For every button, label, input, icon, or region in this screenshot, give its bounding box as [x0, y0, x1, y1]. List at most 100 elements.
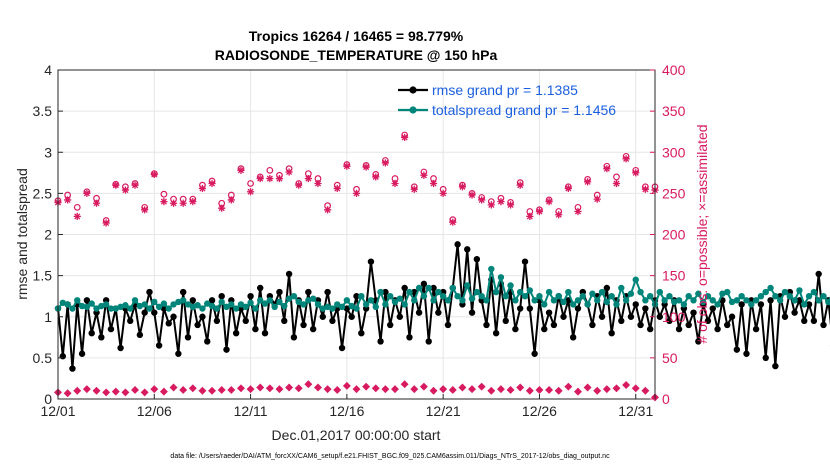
totalspread-point — [473, 288, 481, 296]
obs-assimilated-point — [179, 199, 187, 207]
rmse-point — [358, 330, 365, 337]
obs-assimilated-point — [420, 171, 428, 179]
rmse-point — [319, 313, 326, 320]
obs-assimilated-point — [574, 207, 582, 216]
totalspread-point — [733, 297, 741, 304]
totalspread-point — [661, 297, 668, 304]
obs-assimilated-point — [497, 198, 505, 206]
rmse-point — [516, 305, 524, 312]
totalspread-point — [752, 297, 760, 304]
x-tick-label: 12/06 — [137, 403, 172, 419]
legend-spread-label: totalspread grand pr = 1.1456 — [432, 102, 616, 118]
rmse-point — [151, 309, 158, 316]
totalspread-point — [179, 297, 187, 304]
obs-low-point — [419, 382, 428, 391]
totalspread-point — [415, 284, 423, 292]
obs-low-point — [285, 383, 294, 392]
rmse-point — [728, 313, 736, 320]
y-right-tick-label: 250 — [662, 185, 686, 201]
totalspread-point — [584, 301, 591, 308]
obs-low-point — [622, 381, 631, 389]
totalspread-point — [704, 292, 712, 300]
rmse-point — [281, 317, 288, 325]
chart-title: Tropics 16264 / 16465 = 98.779% — [249, 28, 464, 44]
rmse-point — [396, 313, 404, 320]
totalspread-point — [420, 292, 428, 300]
obs-assimilated-point — [506, 201, 515, 209]
obs-assimilated-point — [227, 196, 235, 204]
rmse-point — [88, 330, 95, 337]
rmse-point — [382, 288, 389, 296]
totalspread-point — [247, 299, 254, 306]
y-axis-right-label: # of obs: o=possible; ×=assimilated — [694, 124, 710, 343]
totalspread-point — [319, 305, 326, 312]
totalspread-point — [261, 300, 269, 307]
rmse-point — [502, 317, 509, 325]
obs-assimilated-point — [218, 204, 226, 212]
obs-low-point — [477, 382, 486, 391]
totalspread-point — [632, 276, 639, 283]
totalspread-point — [459, 297, 466, 304]
totalspread-point — [59, 299, 67, 306]
totalspread-point — [618, 284, 625, 292]
totalspread-point — [439, 292, 447, 300]
totalspread-point — [271, 303, 278, 311]
y-left-tick-label: 0 — [44, 391, 52, 407]
obs-low-point — [458, 383, 467, 392]
rmse-point — [223, 346, 230, 353]
obs-low-point — [593, 386, 602, 395]
totalspread-point — [151, 298, 158, 306]
obs-low-point — [400, 380, 409, 389]
totalspread-point — [362, 301, 370, 308]
obs-assimilated-point — [83, 189, 91, 197]
totalspread-point — [78, 302, 86, 310]
rmse-point — [690, 309, 697, 316]
obs-low-point — [468, 385, 477, 394]
totalspread-point — [329, 305, 336, 312]
rmse-point — [194, 321, 201, 329]
totalspread-point — [690, 297, 697, 304]
obs-assimilated-point — [391, 179, 399, 188]
rmse-point — [468, 309, 476, 316]
rmse-point — [637, 321, 644, 329]
totalspread-point — [223, 303, 230, 311]
obs-low-point — [506, 385, 515, 394]
rmse-point — [175, 350, 182, 357]
obs-low-point — [111, 387, 120, 396]
obs-low-point — [246, 385, 255, 394]
rmse-point — [290, 334, 298, 341]
rmse-point — [387, 321, 394, 329]
obs-assimilated-point — [266, 174, 274, 183]
totalspread-point — [74, 297, 81, 304]
totalspread-point — [810, 288, 818, 296]
obs-assimilated-point — [198, 184, 207, 193]
obs-low-point — [169, 383, 178, 392]
rmse-point — [781, 313, 789, 320]
y-axis-left-label: rmse and totalspread — [14, 168, 30, 300]
rmse-point — [348, 313, 355, 320]
totalspread-point — [531, 297, 538, 304]
rmse-point — [492, 330, 500, 337]
totalspread-point — [189, 303, 197, 311]
legend-rmse-marker — [409, 86, 417, 94]
totalspread-point — [786, 292, 794, 300]
totalspread-point — [627, 290, 635, 297]
obs-assimilated-point — [410, 185, 418, 193]
totalspread-point — [194, 302, 201, 309]
y-right-tick-label: 200 — [662, 227, 686, 243]
rmse-point — [107, 325, 115, 333]
rmse-point — [257, 284, 264, 292]
obs-low-point — [265, 384, 274, 393]
totalspread-point — [767, 284, 774, 292]
totalspread-point — [107, 305, 115, 312]
totalspread-point — [377, 288, 384, 296]
totalspread-point — [656, 288, 664, 296]
obs-low-point — [362, 382, 371, 391]
obs-low-point — [159, 387, 168, 396]
rmse-point — [810, 317, 818, 325]
obs-assimilated-point — [516, 181, 524, 189]
totalspread-point — [218, 298, 225, 306]
obs-low-point — [535, 385, 544, 394]
obs-assimilated-point — [64, 196, 72, 204]
x-tick-label: 12/31 — [618, 403, 653, 419]
